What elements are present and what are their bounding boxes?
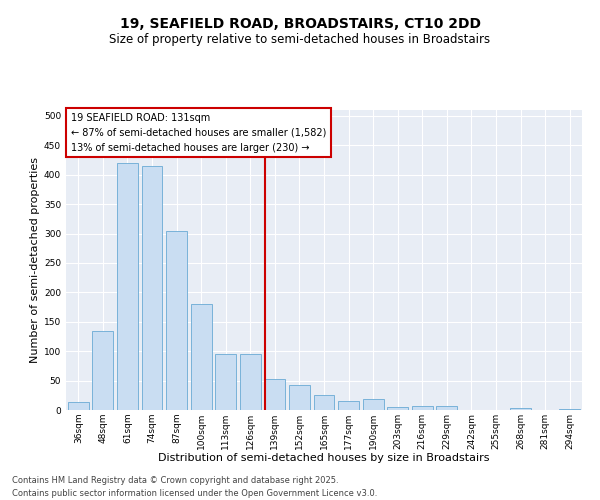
Bar: [92, 330, 113, 410]
Bar: [265, 380, 286, 410]
Bar: [289, 386, 310, 410]
Bar: [240, 354, 261, 410]
Bar: [142, 166, 163, 410]
Text: 19 SEAFIELD ROAD: 131sqm
← 87% of semi-detached houses are smaller (1,582)
13% o: 19 SEAFIELD ROAD: 131sqm ← 87% of semi-d…: [71, 113, 326, 152]
Text: Contains HM Land Registry data © Crown copyright and database right 2025.
Contai: Contains HM Land Registry data © Crown c…: [12, 476, 377, 498]
Bar: [314, 396, 334, 410]
Bar: [559, 409, 580, 410]
Bar: [68, 402, 89, 410]
Bar: [387, 407, 408, 410]
Bar: [215, 354, 236, 410]
Bar: [510, 408, 531, 410]
Y-axis label: Number of semi-detached properties: Number of semi-detached properties: [30, 157, 40, 363]
Bar: [166, 230, 187, 410]
Bar: [412, 406, 433, 410]
Text: Size of property relative to semi-detached houses in Broadstairs: Size of property relative to semi-detach…: [109, 32, 491, 46]
X-axis label: Distribution of semi-detached houses by size in Broadstairs: Distribution of semi-detached houses by …: [158, 454, 490, 464]
Bar: [117, 163, 138, 410]
Text: 19, SEAFIELD ROAD, BROADSTAIRS, CT10 2DD: 19, SEAFIELD ROAD, BROADSTAIRS, CT10 2DD: [119, 18, 481, 32]
Bar: [436, 406, 457, 410]
Bar: [338, 401, 359, 410]
Bar: [362, 400, 383, 410]
Bar: [191, 304, 212, 410]
